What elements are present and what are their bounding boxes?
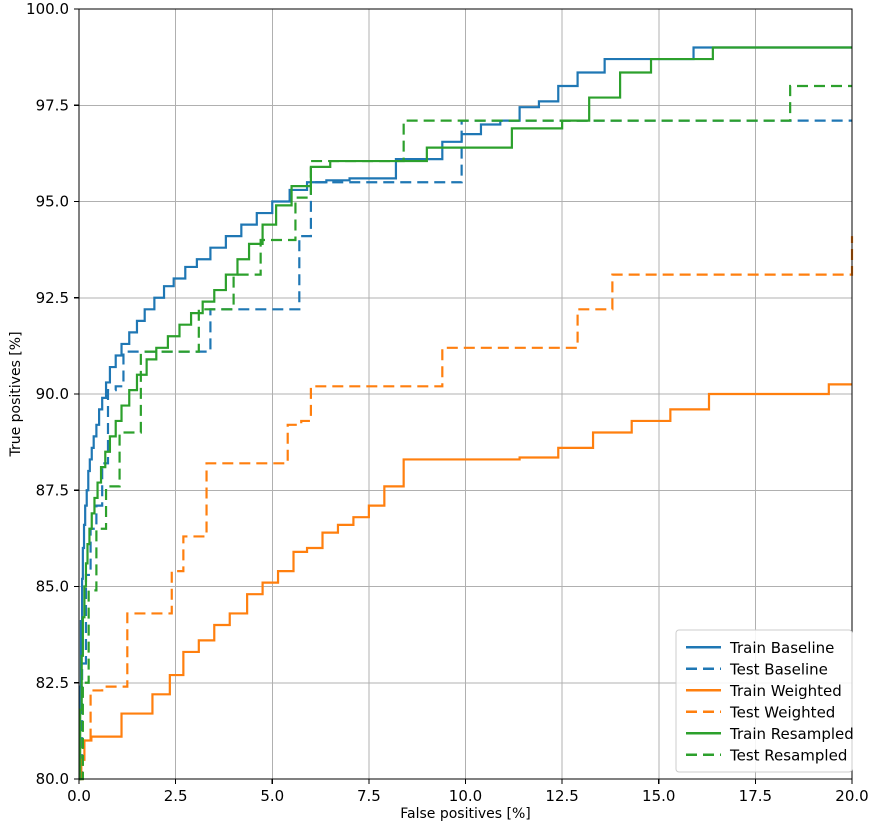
x-tick-label: 10.0 [449, 787, 482, 805]
legend-box [675, 629, 853, 773]
x-tick-label: 2.5 [164, 787, 188, 805]
x-tick-label: 5.0 [260, 787, 284, 805]
x-tick-label: 12.5 [545, 787, 578, 805]
series-lines [78, 46, 854, 781]
x-tick-label: 0.0 [67, 787, 91, 805]
y-tick-label: 95.0 [36, 193, 69, 211]
y-tick-label: 82.5 [36, 674, 69, 692]
y-tick-label: 100.0 [26, 0, 69, 18]
legend-item-test-weighted[interactable]: Test Weighted [686, 703, 835, 721]
series-line-train-baseline [78, 46, 852, 781]
legend-item-train-weighted[interactable]: Train Weighted [686, 682, 842, 700]
legend-label: Test Baseline [729, 660, 828, 678]
x-axis-ticks: 0.0 2.5 5.0 7.5 10.0 12.5 15.0 17.5 20.0 [67, 779, 869, 805]
series-line-train-weighted [79, 383, 852, 781]
series-line-test-resampled [79, 84, 852, 781]
legend-label: Train Resampled [729, 725, 854, 743]
x-axis-title: False positives [%] [400, 806, 530, 822]
y-tick-label: 80.0 [36, 770, 69, 788]
x-tick-label: 20.0 [835, 787, 868, 805]
y-tick-label: 85.0 [36, 578, 69, 596]
legend-label: Test Resampled [729, 746, 847, 764]
legend-label: Test Weighted [729, 703, 835, 721]
y-tick-label: 87.5 [36, 481, 69, 499]
y-tick-label: 92.5 [36, 289, 69, 307]
series-line-test-weighted [79, 236, 854, 781]
legend-item-test-baseline[interactable]: Test Baseline [686, 660, 828, 678]
chart-legend[interactable]: Train Baseline Test Baseline Train Weighte… [675, 629, 854, 773]
legend-label: Train Weighted [729, 682, 842, 700]
series-line-train-resampled [79, 46, 852, 781]
legend-item-test-resampled[interactable]: Test Resampled [686, 746, 847, 764]
legend-item-train-resampled[interactable]: Train Resampled [686, 725, 854, 743]
y-axis-ticks: 80.0 82.5 85.0 87.5 90.0 92.5 95.0 97.5 100.0 [26, 0, 79, 788]
x-tick-label: 17.5 [739, 787, 772, 805]
y-tick-label: 90.0 [36, 385, 69, 403]
y-axis-title: True positives [%] [8, 331, 24, 457]
x-tick-label: 7.5 [357, 787, 381, 805]
x-tick-label: 15.0 [642, 787, 675, 805]
y-tick-label: 97.5 [36, 96, 69, 114]
legend-label: Train Baseline [729, 639, 834, 657]
legend-item-train-baseline[interactable]: Train Baseline [686, 639, 834, 657]
